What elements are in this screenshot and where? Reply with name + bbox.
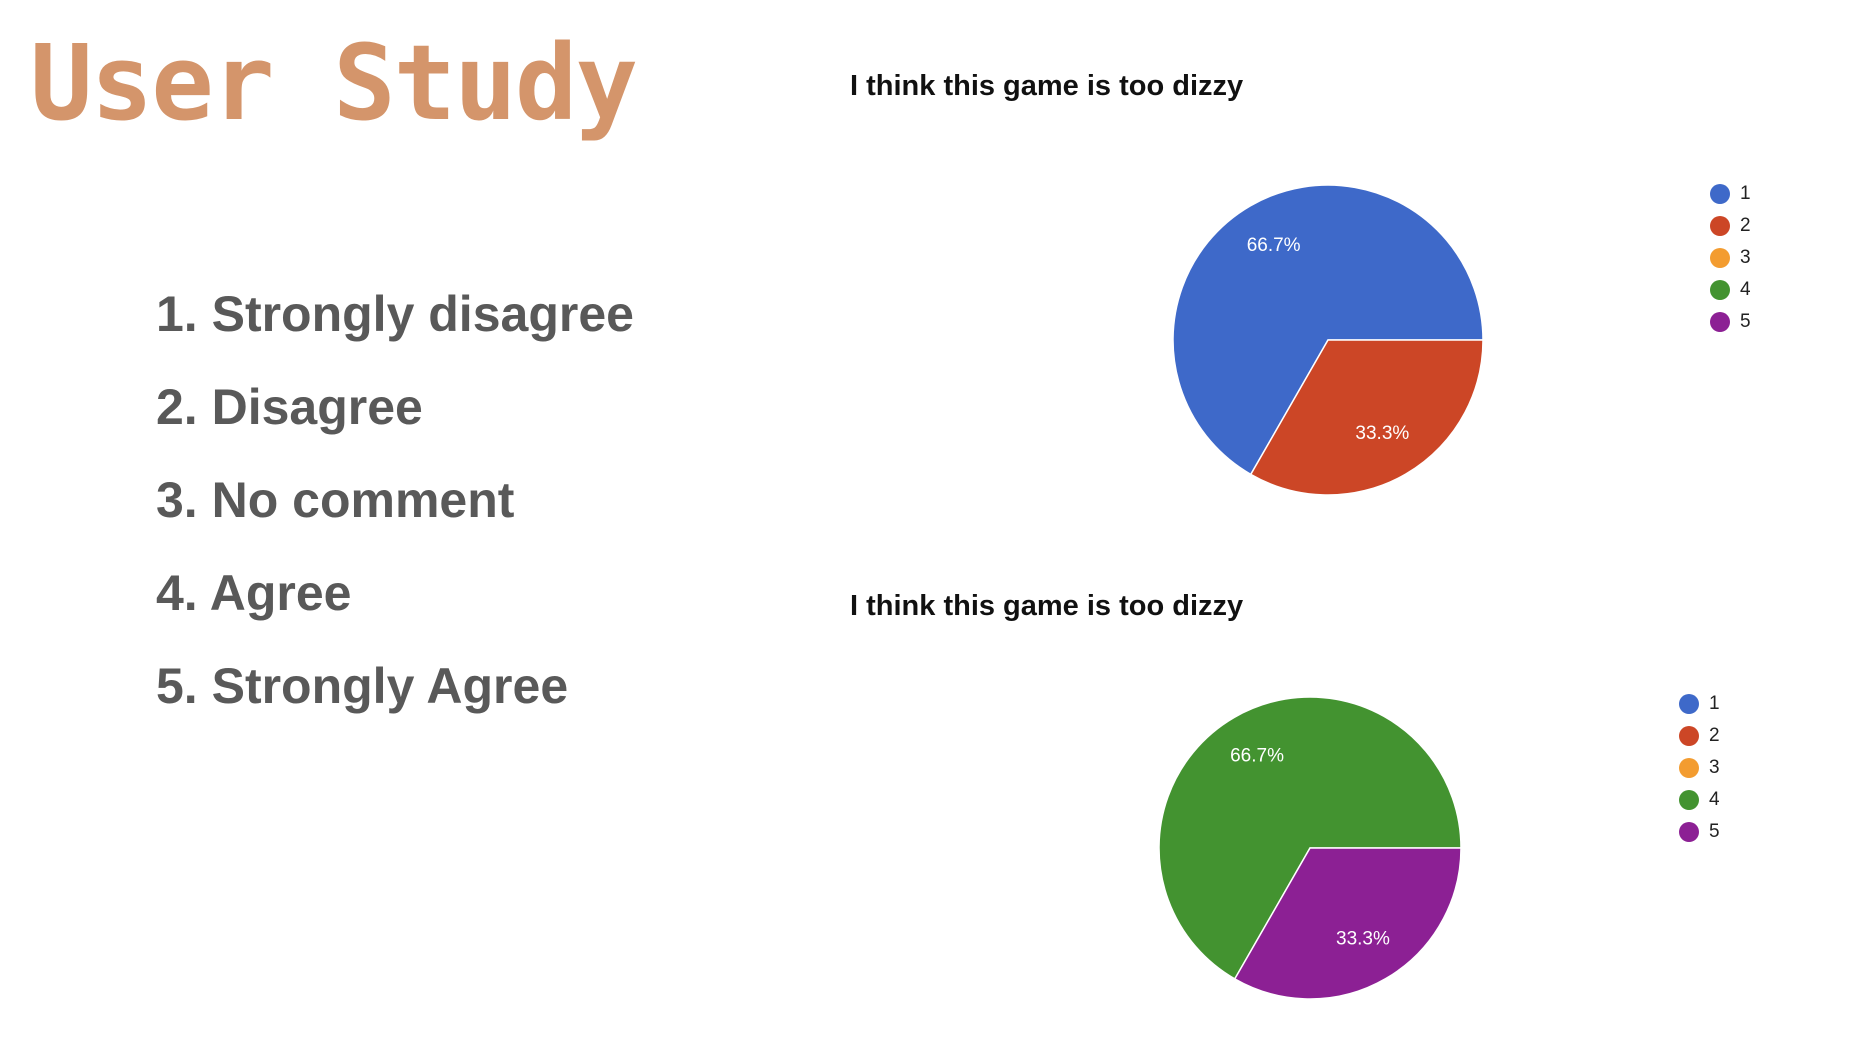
chart-1-legend: 1 2 3 4 5	[1710, 178, 1751, 338]
legend-swatch	[1679, 790, 1699, 810]
scale-item-5: 5. Strongly Agree	[156, 658, 569, 714]
legend-label: 2	[1709, 725, 1720, 746]
legend-item-2: 2	[1679, 720, 1720, 752]
pie-slice-label-4: 66.7%	[1230, 746, 1284, 767]
legend-label: 3	[1709, 757, 1720, 778]
chart-1-title: I think this game is too dizzy	[850, 70, 1244, 102]
legend-label: 2	[1740, 215, 1751, 236]
legend-swatch	[1679, 758, 1699, 778]
slide-title: User Study	[30, 22, 638, 144]
likert-scale-list: 1. Strongly disagree 2. Disagree 3. No c…	[156, 268, 634, 733]
chart-2-legend: 1 2 3 4 5	[1679, 688, 1720, 848]
scale-item-1: 1. Strongly disagree	[156, 286, 634, 342]
legend-swatch	[1710, 312, 1730, 332]
legend-item-1: 1	[1679, 688, 1720, 720]
legend-swatch	[1710, 248, 1730, 268]
scale-item-4: 4. Agree	[156, 565, 352, 621]
legend-label: 5	[1709, 821, 1720, 842]
pie-slice-2	[1249, 339, 1484, 496]
legend-item-1: 1	[1710, 178, 1751, 210]
legend-label: 1	[1740, 183, 1751, 204]
legend-item-5: 5	[1710, 306, 1751, 338]
legend-swatch	[1679, 726, 1699, 746]
legend-item-2: 2	[1710, 210, 1751, 242]
legend-item-3: 3	[1710, 242, 1751, 274]
legend-label: 4	[1709, 789, 1720, 810]
legend-swatch	[1679, 822, 1699, 842]
pie-slice-label-2: 33.3%	[1355, 423, 1409, 444]
legend-item-5: 5	[1679, 816, 1720, 848]
legend-item-4: 4	[1710, 274, 1751, 306]
legend-item-4: 4	[1679, 784, 1720, 816]
scale-item-3: 3. No comment	[156, 472, 515, 528]
scale-item-2: 2. Disagree	[156, 379, 423, 435]
chart-2-title: I think this game is too dizzy	[850, 590, 1244, 622]
pie-slice-label-5: 33.3%	[1336, 928, 1390, 949]
legend-label: 4	[1740, 279, 1751, 300]
pie-slice-label-1: 66.7%	[1247, 235, 1301, 256]
legend-swatch	[1679, 694, 1699, 714]
legend-label: 1	[1709, 693, 1720, 714]
pie-slice-5	[1233, 847, 1462, 1000]
legend-label: 3	[1740, 247, 1751, 268]
legend-label: 5	[1740, 311, 1751, 332]
pie-slice-1	[1172, 184, 1484, 476]
legend-item-3: 3	[1679, 752, 1720, 784]
legend-swatch	[1710, 184, 1730, 204]
legend-swatch	[1710, 280, 1730, 300]
legend-swatch	[1710, 216, 1730, 236]
pie-slice-4	[1158, 696, 1462, 980]
